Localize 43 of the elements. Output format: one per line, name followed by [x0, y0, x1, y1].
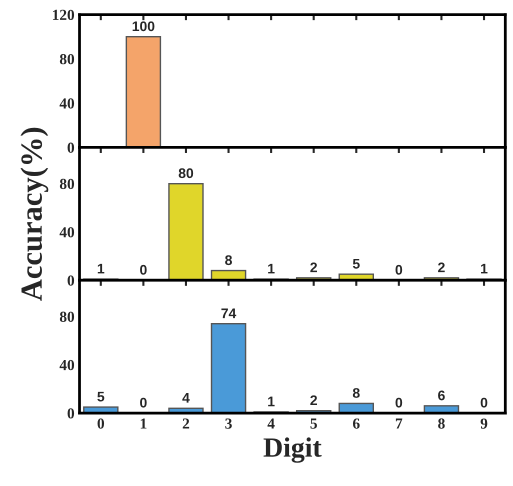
x-tick-label: 3: [225, 418, 232, 429]
data-label: 2: [438, 262, 445, 272]
y-tick-label: 80: [60, 312, 74, 322]
y-tick-label: 0: [68, 408, 74, 419]
data-label: 1: [268, 264, 275, 274]
y-tick-label: 80: [60, 178, 74, 190]
y-tick-label: 40: [60, 227, 74, 238]
x-tick-label: 7: [396, 418, 402, 429]
x-tick-label: 1: [140, 418, 146, 429]
data-label: 5: [97, 392, 104, 402]
y-tick-label: 0: [68, 275, 74, 286]
y-tick-label: 120: [52, 10, 74, 20]
x-tick-label: 0: [98, 418, 104, 429]
x-tick-label: 9: [480, 418, 488, 429]
data-label: 0: [140, 398, 147, 408]
y-tick-label: 0: [68, 142, 74, 153]
x-tick-label: 2: [182, 418, 190, 429]
data-label: 1: [268, 396, 275, 406]
data-label: 1: [481, 264, 488, 274]
data-label: 4: [182, 393, 190, 403]
data-label: 74: [221, 308, 236, 318]
y-tick-label: 40: [60, 98, 74, 109]
y-axis-title: Accuracy(%): [20, 128, 48, 301]
data-label: 6: [438, 390, 445, 400]
data-label: 5: [352, 259, 360, 269]
data-label: 1: [98, 264, 104, 274]
x-tick-label: 4: [268, 418, 275, 429]
data-label: 0: [396, 264, 402, 275]
data-label: 2: [310, 262, 318, 272]
x-tick-label: 5: [310, 418, 317, 429]
data-label: 80: [178, 168, 194, 178]
data-label: 0: [480, 398, 488, 408]
y-tick-label: 40: [60, 360, 74, 370]
data-label: 8: [225, 255, 232, 266]
x-tick-label: 8: [438, 418, 445, 429]
x-tick-label: 6: [352, 418, 360, 429]
data-label: 100: [132, 21, 154, 32]
data-label: 0: [140, 264, 147, 275]
x-axis-title: Digit: [264, 437, 322, 463]
y-tick-label: 80: [60, 54, 74, 64]
data-label: 0: [396, 398, 402, 408]
data-label: 8: [352, 388, 360, 398]
data-label: 2: [310, 395, 318, 406]
